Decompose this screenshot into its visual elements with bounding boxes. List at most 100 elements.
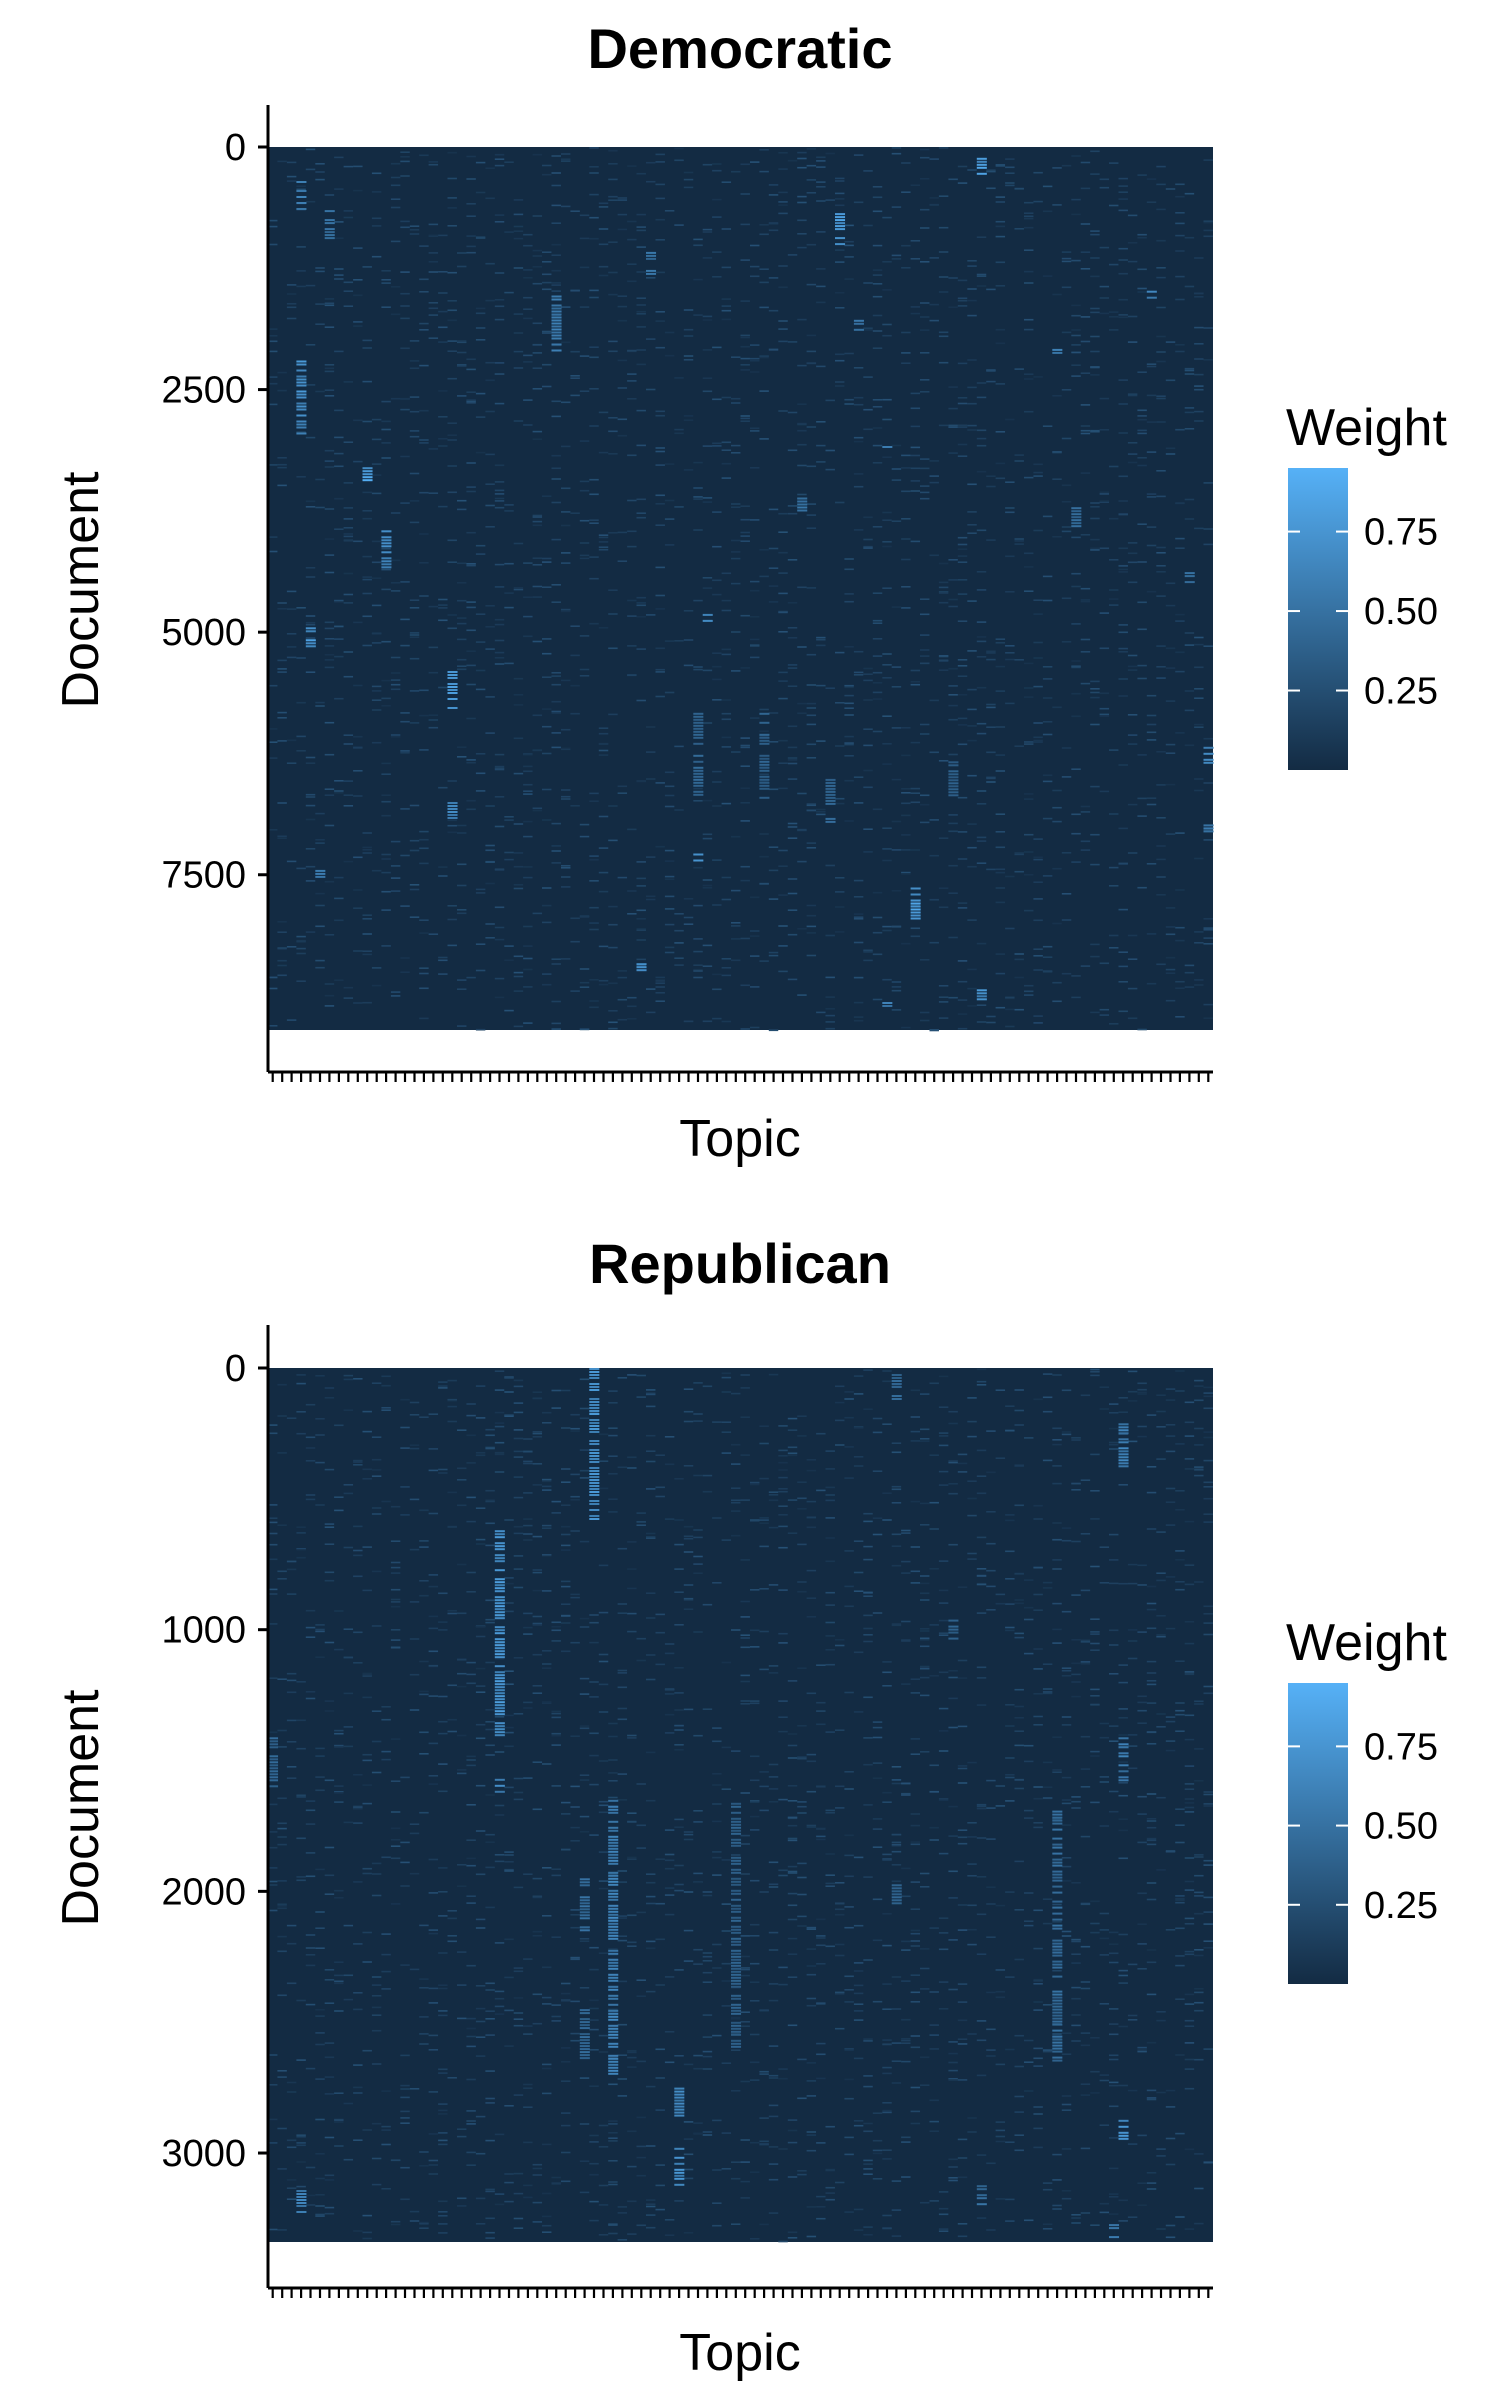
heatmap-cell <box>939 1932 948 1934</box>
heatmap-cell <box>797 1544 806 1546</box>
y-tick-label: 5000 <box>161 612 246 654</box>
heatmap-cell <box>1090 2092 1099 2094</box>
heatmap-cell <box>561 158 570 160</box>
heatmap-cell <box>325 303 334 305</box>
heatmap-cell <box>1071 2217 1080 2219</box>
heatmap-cell <box>1137 1696 1146 1698</box>
heatmap-cell <box>996 1991 1005 1993</box>
heatmap-cell <box>296 202 306 204</box>
heatmap-cell <box>741 737 750 739</box>
heatmap-cell <box>1109 1953 1118 1955</box>
heatmap-cell <box>523 790 532 792</box>
heatmap-cell <box>873 954 882 956</box>
heatmap-cell <box>457 1025 466 1027</box>
heatmap-cell <box>325 450 334 452</box>
heatmap-cell <box>722 573 731 575</box>
heatmap-cell <box>1147 496 1156 498</box>
heatmap-cell <box>485 648 494 650</box>
heatmap-cell <box>759 1519 768 1521</box>
heatmap-cell <box>514 1568 523 1570</box>
heatmap-cell <box>372 1625 381 1627</box>
heatmap-cell <box>901 1572 910 1574</box>
heatmap-cell <box>826 153 835 155</box>
heatmap-cell <box>816 286 825 288</box>
heatmap-cell <box>618 792 627 794</box>
heatmap-cell <box>1137 2047 1146 2049</box>
heatmap-cell <box>570 1474 579 1476</box>
heatmap-cell <box>759 1478 768 1480</box>
heatmap-cell <box>457 2018 466 2020</box>
heatmap-cell <box>344 533 353 535</box>
heatmap-cell <box>693 239 702 241</box>
heatmap-cell <box>1147 1949 1156 1951</box>
heatmap-cell <box>400 348 409 350</box>
heatmap-cell <box>381 1501 390 1503</box>
heatmap-cell <box>712 1741 721 1743</box>
heatmap-cell <box>712 399 721 401</box>
heatmap-cell <box>372 2007 381 2009</box>
heatmap-cell <box>552 172 561 174</box>
heatmap-cell <box>967 1421 976 1423</box>
heatmap-cell <box>759 734 769 736</box>
heatmap-cell <box>920 1646 929 1648</box>
heatmap-cell <box>948 386 957 388</box>
heatmap-cell <box>656 311 665 313</box>
heatmap-cell <box>797 1435 806 1437</box>
heatmap-cell <box>457 913 466 915</box>
heatmap-cell <box>448 225 457 227</box>
heatmap-cell <box>693 791 703 793</box>
heatmap-cell <box>325 222 335 224</box>
heatmap-cell <box>835 385 844 387</box>
heatmap-cell <box>1015 2150 1024 2152</box>
heatmap-cell <box>1100 179 1109 181</box>
heatmap-cell <box>1062 1857 1071 1859</box>
heatmap-cell <box>438 2215 447 2217</box>
heatmap-cell <box>381 566 391 568</box>
heatmap-cell <box>1033 838 1042 840</box>
heatmap-cell <box>599 203 608 205</box>
heatmap-cell <box>835 205 844 207</box>
heatmap-cell <box>504 852 513 854</box>
heatmap-cell <box>429 647 438 649</box>
heatmap-cell <box>400 1427 409 1429</box>
heatmap-cell <box>466 178 475 180</box>
heatmap-cell <box>1052 2154 1061 2156</box>
heatmap-cell <box>807 2150 816 2152</box>
heatmap-cell <box>1156 1531 1165 1533</box>
heatmap-cell <box>1081 341 1090 343</box>
heatmap-cell <box>788 1733 797 1735</box>
heatmap-cell <box>476 1738 485 1740</box>
heatmap-cell <box>665 924 674 926</box>
heatmap-cell <box>788 1919 797 1921</box>
heatmap-cell <box>977 2020 986 2022</box>
heatmap-cell <box>410 430 419 432</box>
heatmap-cell <box>646 338 655 340</box>
heatmap-cell <box>750 1981 759 1983</box>
heatmap-cell <box>419 155 428 157</box>
heatmap-cell <box>381 421 390 423</box>
heatmap-cell <box>1194 667 1203 669</box>
heatmap-cell <box>542 638 551 640</box>
heatmap-cell <box>514 2012 523 2014</box>
heatmap-cell <box>552 332 562 334</box>
heatmap-cell <box>542 561 551 563</box>
heatmap-cell <box>1090 1643 1099 1645</box>
heatmap-cell <box>457 979 466 981</box>
heatmap-cell <box>977 656 986 658</box>
heatmap-cell <box>589 172 598 174</box>
heatmap-cell <box>1100 1954 1109 1956</box>
heatmap-cell <box>372 985 381 987</box>
heatmap-cell <box>448 689 458 691</box>
heatmap-cell <box>1109 205 1118 207</box>
heatmap-cell <box>589 346 598 348</box>
heatmap-cell <box>1137 798 1146 800</box>
heatmap-cell <box>911 912 921 914</box>
heatmap-cell <box>514 267 523 269</box>
heatmap-cell <box>1185 237 1194 239</box>
heatmap-cell <box>344 2103 353 2105</box>
heatmap-cell <box>353 950 362 952</box>
heatmap-cell <box>939 2208 948 2210</box>
heatmap-cell <box>381 557 391 559</box>
heatmap-cell <box>1090 276 1099 278</box>
heatmap-cell <box>882 2227 891 2229</box>
